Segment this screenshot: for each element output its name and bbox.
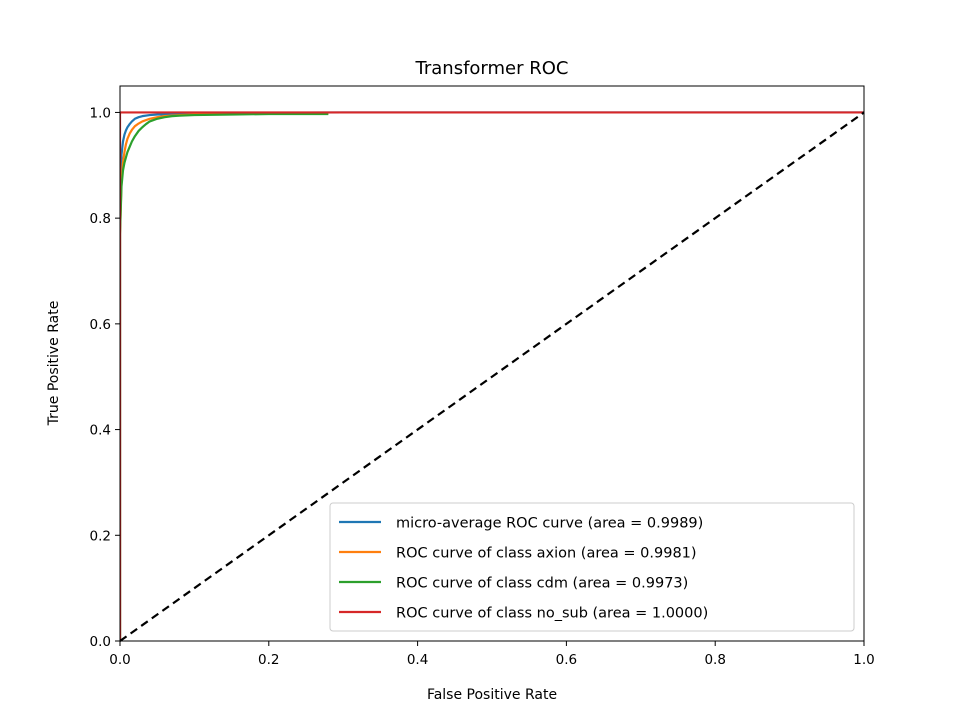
series-line-1: [120, 112, 329, 641]
x-tick-label: 0.4: [407, 652, 428, 668]
legend-label-3: ROC curve of class no_sub (area = 1.0000…: [396, 606, 708, 622]
y-tick-label: 0.6: [90, 317, 111, 333]
legend-box: [329, 502, 855, 632]
x-tick-label: 0.6: [556, 652, 577, 668]
axes-frame: [119, 85, 865, 642]
x-tick-label: 0.8: [704, 652, 725, 668]
x-tick-label: 0.0: [109, 652, 130, 668]
y-tick-label: 0.8: [90, 211, 111, 227]
chance-line: [119, 111, 865, 642]
chart-title: Transformer ROC: [415, 58, 569, 79]
series-line-3: [120, 111, 864, 641]
legend-label-1: ROC curve of class axion (area = 0.9981): [396, 546, 697, 562]
y-axis-label: True Positive Rate: [46, 301, 62, 427]
plot-area: 0.0 0.2 0.4 0.6 0.8 1.0 0.0 0.2 0.4 0.6 0.8 1.0 micr…: [90, 85, 875, 668]
y-tick-label: 0.4: [90, 423, 111, 439]
y-tick-label: 1.0: [90, 105, 111, 121]
x-axis-label: False Positive Rate: [427, 687, 557, 703]
legend-label-2: ROC curve of class cdm (area = 0.9973): [396, 576, 688, 592]
y-tick-label: 0.2: [90, 528, 111, 544]
x-tick-label: 1.0: [853, 652, 874, 668]
y-tick-label: 0.0: [90, 634, 111, 650]
legend-label-0: micro-average ROC curve (area = 0.9989): [396, 516, 703, 532]
series-line-2: [120, 112, 329, 641]
x-tick-label: 0.2: [258, 652, 279, 668]
